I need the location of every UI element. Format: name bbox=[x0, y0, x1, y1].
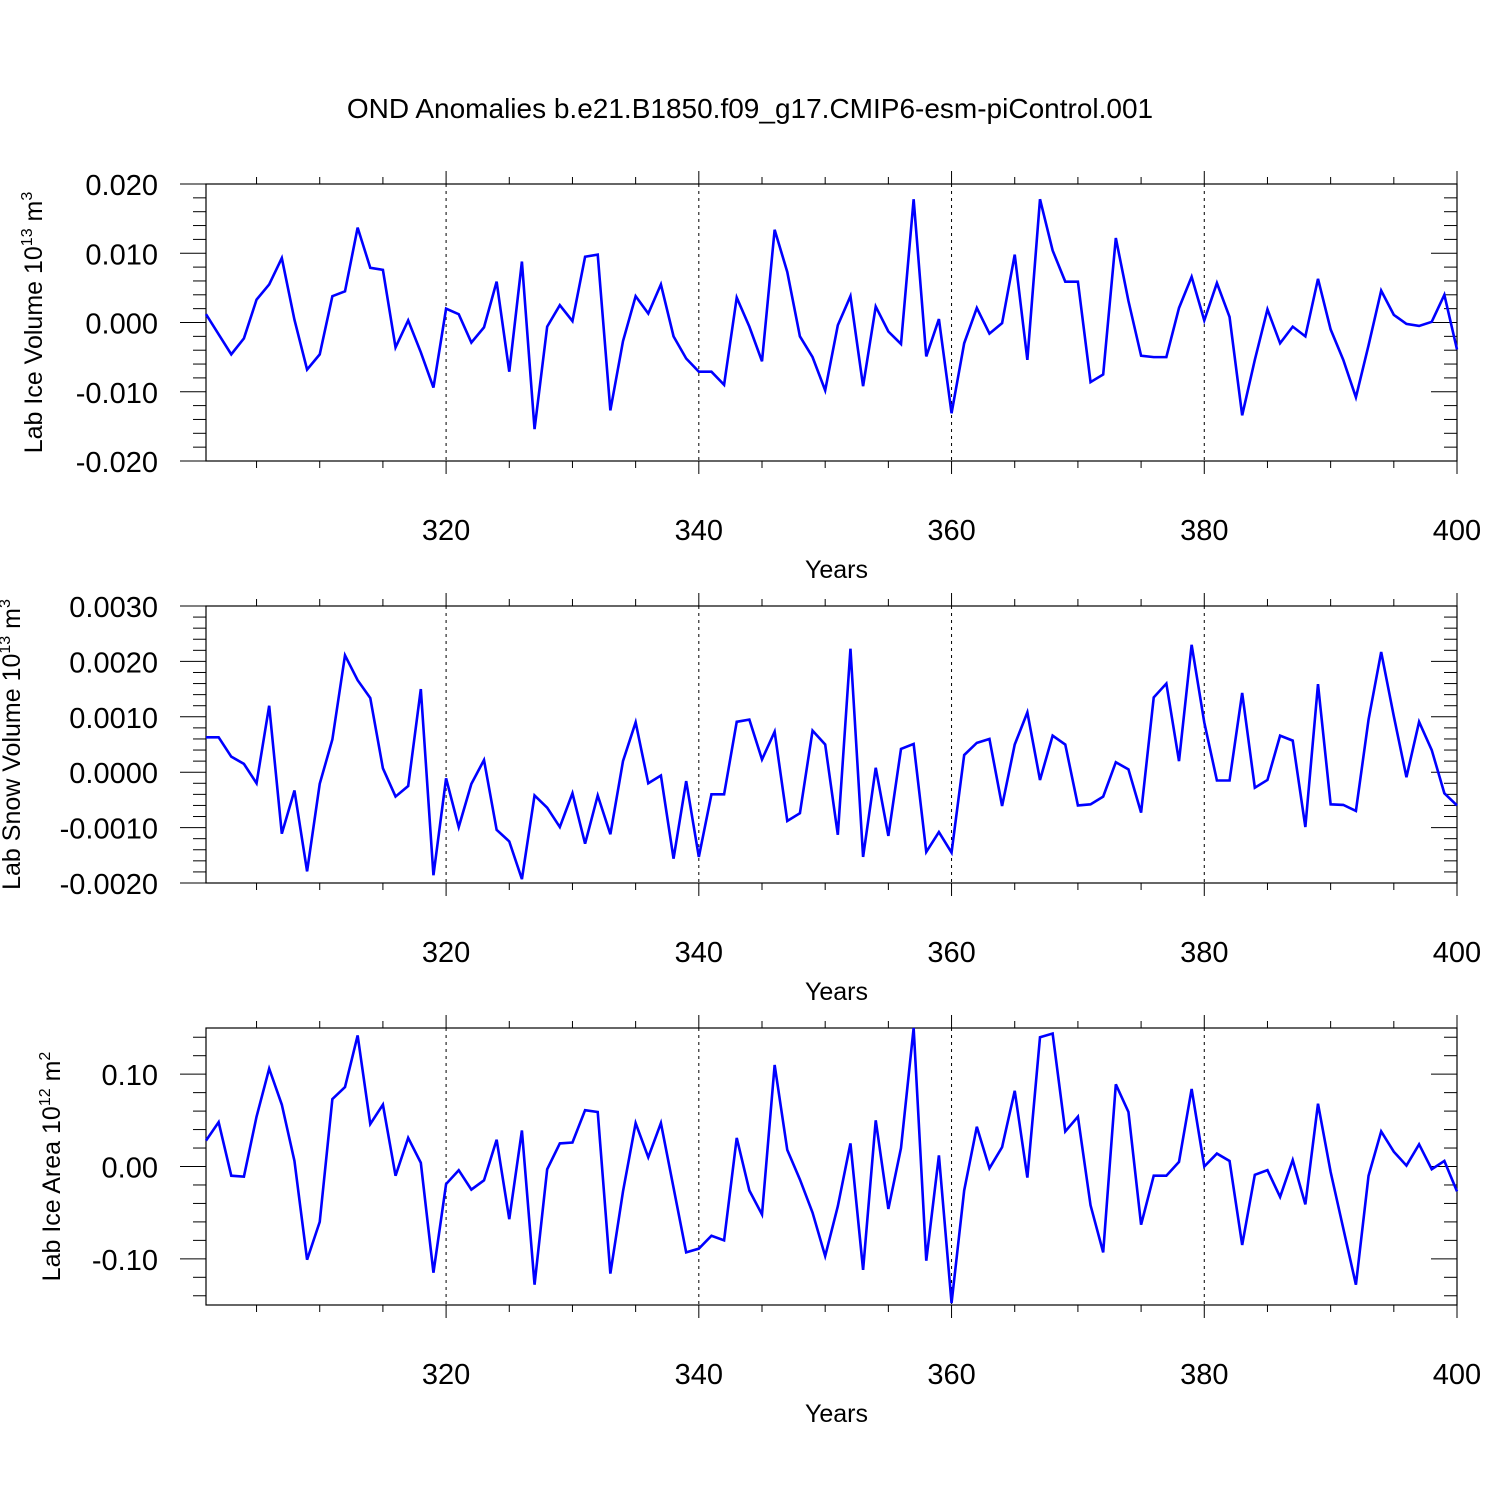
x-tick-label: 340 bbox=[675, 515, 723, 547]
y-axis-label: Lab Ice Volume 1013 m3 bbox=[19, 192, 48, 454]
x-tick-label: 320 bbox=[422, 937, 470, 969]
y-tick-label: 0.0010 bbox=[69, 703, 158, 735]
y-tick-label: -0.020 bbox=[76, 447, 158, 479]
y-label-unit-exponent: 3 bbox=[0, 599, 14, 608]
y-tick-label: 0.10 bbox=[102, 1060, 158, 1092]
y-label-unit-exponent: 3 bbox=[19, 192, 36, 201]
y-tick-label: 0.0000 bbox=[69, 758, 158, 790]
x-axis-label: Years bbox=[805, 978, 868, 1006]
x-axis-label: Years bbox=[805, 1400, 868, 1428]
y-tick-label: 0.000 bbox=[85, 309, 158, 341]
x-tick-label: 360 bbox=[927, 937, 975, 969]
x-tick-label: 360 bbox=[927, 515, 975, 547]
y-label-unit: m bbox=[20, 201, 48, 229]
x-tick-label: 400 bbox=[1433, 1359, 1481, 1391]
x-tick-label: 340 bbox=[675, 937, 723, 969]
y-tick-label: -0.10 bbox=[92, 1245, 158, 1277]
x-tick-label: 400 bbox=[1433, 937, 1481, 969]
y-label-text: Lab Ice Area 10 bbox=[38, 1106, 66, 1281]
y-label-unit-exponent: 2 bbox=[37, 1052, 54, 1061]
x-tick-label: 340 bbox=[675, 1359, 723, 1391]
x-tick-label: 400 bbox=[1433, 515, 1481, 547]
y-tick-label: -0.010 bbox=[76, 378, 158, 410]
y-tick-label: 0.010 bbox=[85, 239, 158, 271]
y-label-exponent: 13 bbox=[0, 636, 14, 654]
x-tick-label: 320 bbox=[422, 1359, 470, 1391]
y-label-unit: m bbox=[0, 608, 26, 636]
y-axis-label: Lab Snow Volume 1013 m3 bbox=[0, 599, 26, 890]
x-tick-label: 320 bbox=[422, 515, 470, 547]
y-tick-label: -0.0020 bbox=[60, 869, 158, 901]
x-tick-label: 380 bbox=[1180, 1359, 1228, 1391]
panel-1: 320 340 360 380 400 Years -0.020 -0.010 0.000 0.0… bbox=[19, 170, 1481, 584]
y-label-text: Lab Snow Volume 10 bbox=[0, 654, 26, 890]
x-axis-label: Years bbox=[805, 556, 868, 584]
y-label-text: Lab Ice Volume 10 bbox=[20, 246, 48, 453]
y-label-exponent: 12 bbox=[37, 1088, 54, 1106]
y-label-exponent: 13 bbox=[19, 228, 36, 246]
panel-3: 320 340 360 380 400 Years -0.10 0.00 0.10 Lab Ice… bbox=[37, 1015, 1481, 1428]
figure-title: OND Anomalies b.e21.B1850.f09_g17.CMIP6-… bbox=[346, 93, 1154, 124]
y-axis-label: Lab Ice Area 1012 m2 bbox=[37, 1052, 66, 1282]
y-tick-label: 0.020 bbox=[85, 170, 158, 202]
plot-frame bbox=[205, 183, 1458, 462]
x-tick-label: 360 bbox=[927, 1359, 975, 1391]
panel-2: 320 340 360 380 400 Years -0.0020 -0.0010 0.0000… bbox=[0, 592, 1481, 1006]
x-tick-label: 380 bbox=[1180, 515, 1228, 547]
series-line bbox=[206, 644, 1458, 880]
y-tick-label: 0.0030 bbox=[69, 592, 158, 624]
plot-frame bbox=[205, 605, 1458, 884]
series-line bbox=[204, 1027, 1459, 1304]
y-tick-label: 0.00 bbox=[102, 1153, 158, 1185]
y-tick-label: -0.0010 bbox=[60, 814, 158, 846]
y-label-unit: m bbox=[38, 1061, 66, 1089]
series-line bbox=[204, 198, 1459, 430]
y-tick-label: 0.0020 bbox=[69, 647, 158, 679]
x-tick-label: 380 bbox=[1180, 937, 1228, 969]
